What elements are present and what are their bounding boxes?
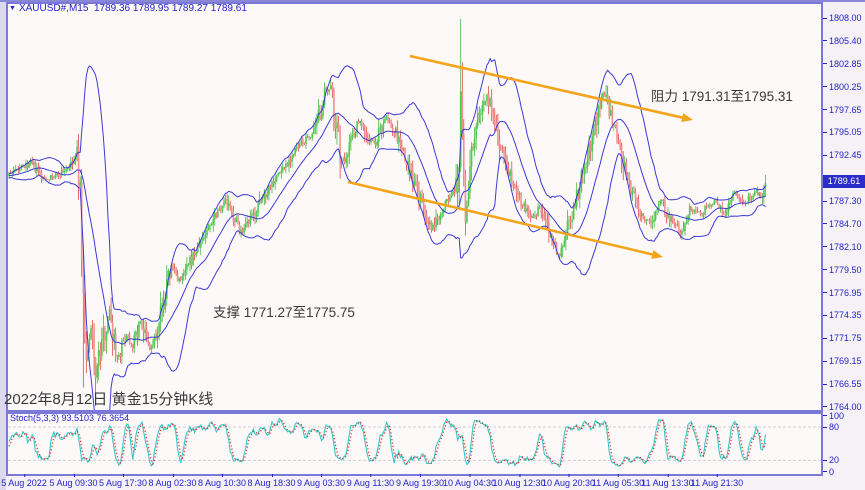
price-axis-tick: 1795.05 bbox=[823, 127, 862, 138]
price-chart-panel[interactable] bbox=[6, 2, 823, 412]
price-axis-tick: 1787.30 bbox=[823, 196, 862, 206]
time-axis-tick: 5 Aug 17:30 bbox=[98, 474, 148, 488]
time-axis-tick: 10 Aug 04:30 bbox=[442, 474, 497, 488]
stoch-scale-tick: 0 bbox=[822, 466, 835, 477]
chevron-down-icon[interactable]: ▼ bbox=[9, 5, 16, 12]
stoch-scale-tick: 80 bbox=[822, 422, 840, 433]
price-axis-tick: 1782.10 bbox=[823, 241, 862, 252]
price-axis-tick: 1779.50 bbox=[823, 264, 862, 275]
time-axis-tick: 9 Aug 03:30 bbox=[296, 474, 346, 488]
time-axis-tick: 9 Aug 11:30 bbox=[346, 474, 395, 488]
price-axis-tick: 1805.40 bbox=[823, 35, 862, 46]
time-axis-tick: 11 Aug 05:30 bbox=[591, 474, 645, 488]
price-axis-tick: 1764.00 bbox=[823, 401, 862, 412]
stoch-scale-tick: 100 bbox=[822, 410, 845, 421]
stoch-scale-tick: 20 bbox=[822, 455, 840, 466]
time-axis-tick: 5 Aug 2022 bbox=[1, 474, 47, 488]
time-axis-tick: 10 Aug 20:30 bbox=[541, 474, 596, 488]
price-axis-tick: 1769.15 bbox=[823, 356, 862, 367]
time-axis-tick: 9 Aug 19:30 bbox=[395, 474, 445, 488]
price-axis-tick: 1774.35 bbox=[823, 310, 862, 321]
stochastic-indicator-label: Stoch(5,3,3) 93.5103 76.3654 bbox=[10, 413, 130, 423]
support-annotation[interactable]: 支撑 1771.27至1775.75 bbox=[213, 305, 355, 320]
date-annotation[interactable]: 2022年8月12日 黄金15分钟K线 bbox=[4, 391, 214, 408]
chart-title: ▼ XAUUSD#,M15 1789.36 1789.95 1789.27 178… bbox=[9, 3, 247, 14]
time-axis-tick: 5 Aug 09:30 bbox=[49, 474, 98, 488]
price-axis-tick: 1797.65 bbox=[823, 104, 862, 115]
price-axis-tick: 1792.45 bbox=[823, 150, 862, 161]
price-axis-tick: 1771.75 bbox=[823, 333, 862, 344]
time-axis-tick: 8 Aug 10:30 bbox=[197, 474, 247, 488]
price-axis-tick: 1808.00 bbox=[823, 13, 862, 23]
time-axis-tick: 11 Aug 21:30 bbox=[690, 474, 744, 488]
price-axis-tick: 1776.95 bbox=[823, 287, 862, 298]
time-axis-tick: 10 Aug 12:30 bbox=[492, 474, 546, 488]
time-axis-tick: 8 Aug 02:30 bbox=[148, 474, 197, 488]
window-left-border bbox=[0, 0, 6, 490]
time-axis-tick: 11 Aug 13:30 bbox=[641, 474, 694, 488]
current-price-badge: 1789.61 bbox=[823, 175, 865, 188]
chart-title-text: XAUUSD#,M15 1789.36 1789.95 1789.27 1789… bbox=[18, 3, 247, 14]
resistance-annotation[interactable]: 阻力 1791.31至1795.31 bbox=[651, 89, 793, 104]
price-axis-tick: 1766.55 bbox=[823, 379, 862, 390]
time-axis-tick: 8 Aug 18:30 bbox=[247, 474, 296, 488]
price-axis-tick: 1784.70 bbox=[823, 218, 862, 229]
window-top-border bbox=[0, 0, 865, 2]
price-axis-tick: 1800.25 bbox=[823, 81, 862, 92]
price-axis-tick: 1802.85 bbox=[823, 58, 862, 69]
